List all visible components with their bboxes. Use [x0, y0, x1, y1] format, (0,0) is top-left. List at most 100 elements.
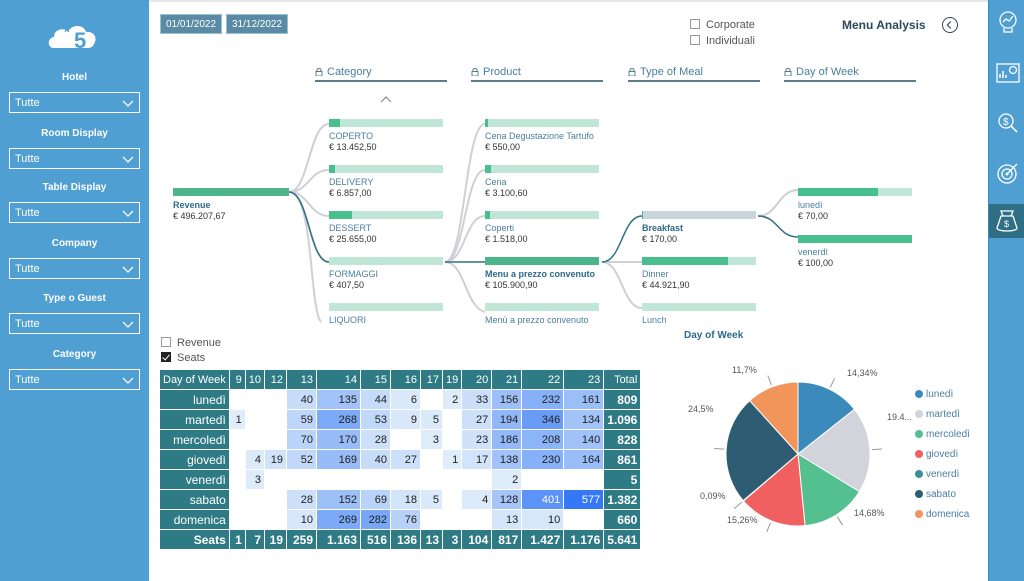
tree-node-category[interactable]: FORMAGGI € 407,50 — [329, 257, 443, 290]
tree-node-label: Breakfast — [642, 223, 684, 233]
pie-slice-sabato[interactable] — [725, 399, 799, 502]
tree-node-label: Dinner — [642, 269, 669, 279]
pie-slice-domenica[interactable] — [748, 381, 799, 456]
tree-node-meal-selected[interactable]: Breakfast € 170,00 — [642, 211, 756, 244]
table-total-cell: 1 — [228, 529, 246, 550]
guest-type-select-value: Tutte — [15, 318, 40, 330]
tree-node-bar — [329, 165, 443, 173]
tree-node-product-selected[interactable]: Menu a prezzo convenuto € 105.900,90 — [485, 257, 599, 290]
individuali-checkbox[interactable] — [690, 35, 700, 45]
pie-slice-giovedì[interactable] — [742, 452, 806, 527]
tree-node-meal[interactable]: Dinner € 44.921,90 — [642, 257, 756, 290]
target-icon[interactable] — [991, 156, 1024, 190]
page-navigation-bar: $ $ — [988, 0, 1024, 581]
company-filter-label: Company — [51, 238, 98, 249]
seats-measure-label: Seats — [177, 352, 206, 364]
legend-item[interactable]: sabato — [915, 489, 956, 500]
table-cell: 169 — [316, 449, 362, 470]
pie-leader-line — [767, 375, 772, 386]
tree-node-value: € 70,00 — [798, 211, 829, 221]
revenue-checkbox[interactable] — [161, 337, 171, 347]
table-total-cell: 3 — [442, 529, 463, 550]
individuali-checkbox-row[interactable]: Individuali — [690, 35, 755, 47]
pie-slice-lunedì[interactable] — [797, 381, 856, 456]
legend-item[interactable]: martedì — [915, 409, 960, 420]
tree-node-product[interactable]: Menù a prezzo convenuto — [485, 303, 599, 325]
tree-node-meal[interactable]: Lunch — [642, 303, 756, 325]
chevron-down-icon — [122, 100, 134, 107]
company-select[interactable]: Tutte — [9, 258, 140, 279]
corporate-checkbox-row[interactable]: Corporate — [690, 19, 755, 31]
table-row-total: 5 — [603, 469, 642, 490]
table-cell: 2 — [442, 389, 463, 410]
pie-slice-mercoledì[interactable] — [797, 453, 861, 527]
tree-node-category[interactable]: DELIVERY € 6.857,00 — [329, 165, 443, 198]
table-cell — [264, 409, 288, 430]
tree-node-product[interactable]: Coperti € 1.518,00 — [485, 211, 599, 244]
table-cell: 6 — [390, 389, 422, 410]
back-arrow-icon[interactable] — [942, 17, 958, 33]
table-cell: 13 — [491, 509, 523, 530]
legend-item[interactable]: venerdì — [915, 469, 959, 480]
tree-level-meal[interactable]: Type of Meal — [628, 66, 760, 82]
tree-node-revenue[interactable]: Revenue € 496.207,67 — [173, 188, 289, 221]
start-date-box[interactable]: 01/01/2022 — [160, 14, 223, 34]
money-bag-icon[interactable]: $ — [989, 204, 1024, 238]
table-total-cell: 136 — [390, 529, 422, 550]
legend-item[interactable]: giovedì — [915, 449, 958, 460]
lock-icon — [315, 68, 323, 76]
tree-node-label: Revenue — [173, 200, 211, 210]
tree-node-product[interactable]: Cena € 3.100,60 — [485, 165, 599, 198]
pie-slice-martedì[interactable] — [797, 408, 871, 493]
table-cell: 3 — [244, 469, 266, 490]
table-cell: 138 — [491, 449, 523, 470]
tree-node-value: € 25.655,00 — [329, 234, 377, 244]
scroll-up-icon[interactable] — [380, 96, 392, 103]
tree-node-label: Coperti — [485, 223, 515, 233]
tree-node-category[interactable]: LIQUORI — [329, 303, 443, 325]
legend-dot — [915, 470, 923, 478]
tree-node-label: venerdì — [798, 247, 829, 257]
revenue-measure-row[interactable]: Revenue — [161, 337, 221, 349]
money-search-icon[interactable]: $ — [991, 106, 1024, 140]
legend-item[interactable]: mercoledì — [915, 429, 970, 440]
pie-leader-line — [871, 448, 882, 451]
tree-node-bar — [329, 119, 443, 127]
lock-icon — [628, 68, 636, 76]
table-total-cell: 104 — [461, 529, 493, 550]
table-display-filter-label: Table Display — [42, 182, 107, 193]
dashboard-chart-icon[interactable] — [991, 56, 1024, 90]
category-select-value: Tutte — [15, 374, 40, 386]
room-display-select[interactable]: Tutte — [9, 148, 140, 169]
hotel-select[interactable]: Tutte — [9, 92, 140, 113]
tree-node-category[interactable]: DESSERT € 25.655,00 — [329, 211, 443, 244]
table-cell: 10 — [521, 509, 565, 530]
tree-level-day[interactable]: Day of Week — [784, 66, 916, 82]
tree-level-product[interactable]: Product — [471, 66, 603, 82]
table-cell: 76 — [390, 509, 422, 530]
guest-type-select[interactable]: Tutte — [9, 313, 140, 334]
seats-measure-row[interactable]: Seats — [161, 352, 205, 364]
seats-checkbox[interactable] — [161, 352, 171, 362]
table-cell: 208 — [521, 429, 565, 450]
table-row-day: sabato — [159, 489, 230, 510]
table-cell — [420, 469, 444, 490]
lightbulb-growth-icon[interactable] — [991, 6, 1024, 40]
corporate-checkbox[interactable] — [690, 19, 700, 29]
day-of-week-pie-chart[interactable]: 14,34% 19.4... 14,68% 15,26% 0,09% 24,5% 11,7% — [149, 362, 988, 562]
tree-node-category[interactable]: COPERTO € 13.452,50 — [329, 119, 443, 152]
table-header-hour: 15 — [360, 369, 392, 390]
tree-node-product[interactable]: Cena Degustazione Tartufo € 550,00 — [485, 119, 599, 152]
tree-node-day[interactable]: venerdì € 100,00 — [798, 235, 912, 268]
tree-level-category[interactable]: Category — [315, 66, 447, 82]
end-date-box[interactable]: 31/12/2022 — [226, 14, 289, 34]
category-select[interactable]: Tutte — [9, 369, 140, 390]
tree-node-day[interactable]: lunedì € 70,00 — [798, 188, 912, 221]
table-display-select[interactable]: Tutte — [9, 202, 140, 223]
legend-item[interactable]: domenica — [915, 509, 969, 520]
pie-data-label: 11,7% — [732, 365, 757, 375]
legend-item[interactable]: lunedì — [915, 389, 953, 400]
legend-dot — [915, 510, 923, 518]
tree-node-label: Menù a prezzo convenuto — [485, 315, 589, 325]
individuali-label: Individuali — [706, 35, 755, 47]
